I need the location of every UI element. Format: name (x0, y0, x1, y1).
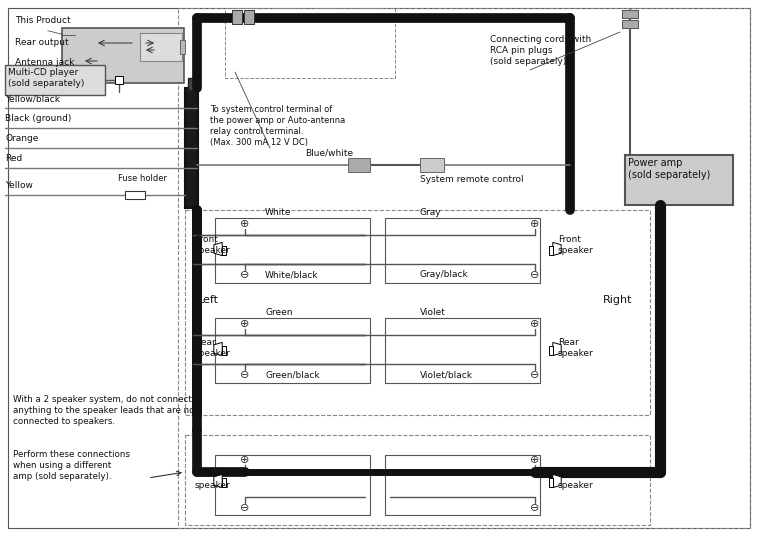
Bar (622, 10, 638, 18)
Bar (5, 65, 105, 95)
Bar (549, 247, 553, 255)
Polygon shape (214, 474, 222, 488)
Bar (222, 346, 227, 355)
Bar (420, 158, 444, 172)
Text: Front
speaker: Front speaker (195, 235, 230, 255)
Text: Front
speaker: Front speaker (558, 235, 594, 255)
Text: ⊕: ⊕ (531, 455, 540, 465)
Text: Black (ground): Black (ground) (5, 114, 71, 123)
Polygon shape (553, 474, 561, 488)
Text: Power amp
(sold separately): Power amp (sold separately) (628, 158, 710, 181)
Polygon shape (553, 343, 561, 355)
Text: Rear
speaker: Rear speaker (558, 470, 594, 490)
Bar (140, 33, 182, 61)
Text: White/black: White/black (265, 270, 318, 279)
Text: Left: Left (198, 295, 219, 305)
Text: ⊖: ⊖ (531, 370, 540, 380)
Text: Antenna jack: Antenna jack (15, 58, 74, 67)
Bar (215, 455, 370, 515)
Text: With a 2 speaker system, do not connect
anything to the speaker leads that are n: With a 2 speaker system, do not connect … (13, 395, 198, 426)
Text: Green/black: Green/black (265, 370, 320, 379)
Text: ⊖: ⊖ (531, 270, 540, 280)
Bar (178, 8, 750, 528)
Bar (549, 479, 553, 487)
Text: Connecting cords with
RCA pin plugs
(sold separately): Connecting cords with RCA pin plugs (sol… (490, 35, 591, 66)
Polygon shape (214, 242, 222, 256)
Text: Violet: Violet (420, 308, 446, 317)
Text: ⊖: ⊖ (531, 503, 540, 513)
Text: Multi-CD player
(sold separately): Multi-CD player (sold separately) (8, 68, 84, 88)
Bar (385, 318, 540, 383)
Text: Yellow/black: Yellow/black (5, 94, 60, 103)
Bar (62, 28, 184, 83)
Bar (185, 210, 650, 415)
Bar (180, 40, 185, 54)
Text: Right: Right (603, 295, 632, 305)
Text: ⊖: ⊖ (240, 270, 249, 280)
Text: Fuse holder: Fuse holder (118, 174, 167, 183)
Bar (125, 191, 145, 199)
Text: ⊕: ⊕ (240, 219, 249, 229)
Text: ⊕: ⊕ (240, 455, 249, 465)
Text: Violet/black: Violet/black (420, 370, 473, 379)
Text: Gray: Gray (420, 208, 442, 217)
Polygon shape (553, 242, 561, 256)
Bar (244, 10, 254, 24)
Text: Gray/black: Gray/black (420, 270, 468, 279)
Bar (385, 218, 540, 283)
Text: Rear
speaker: Rear speaker (558, 338, 594, 358)
Bar (185, 435, 650, 525)
Text: ⊕: ⊕ (240, 319, 249, 329)
Text: Orange: Orange (5, 134, 39, 143)
Text: Yellow: Yellow (5, 181, 33, 190)
Text: Rear output: Rear output (15, 38, 69, 47)
Polygon shape (214, 343, 222, 355)
Text: Blue/white: Blue/white (305, 149, 353, 158)
Text: Red: Red (5, 154, 22, 163)
Text: Perform these connections
when using a different
amp (sold separately).: Perform these connections when using a d… (13, 450, 130, 481)
Bar (232, 10, 242, 24)
Bar (348, 158, 370, 172)
Bar (215, 318, 370, 383)
Bar (625, 155, 733, 205)
Bar (188, 78, 196, 90)
Text: Rear
speaker: Rear speaker (195, 470, 230, 490)
Text: ⊕: ⊕ (531, 319, 540, 329)
Text: ⊖: ⊖ (240, 503, 249, 513)
Text: ⊕: ⊕ (531, 219, 540, 229)
Bar (549, 346, 553, 355)
Bar (222, 247, 227, 255)
Bar (385, 455, 540, 515)
Bar (115, 76, 123, 84)
Text: System remote control: System remote control (420, 175, 524, 184)
Text: This Product: This Product (15, 16, 70, 25)
Bar (222, 479, 227, 487)
Bar (215, 218, 370, 283)
Bar (225, 8, 395, 78)
Bar (185, 88, 198, 208)
Bar (622, 20, 638, 28)
Text: ⊖: ⊖ (240, 370, 249, 380)
Text: Green: Green (265, 308, 293, 317)
Text: White: White (265, 208, 292, 217)
Text: To system control terminal of
the power amp or Auto-antenna
relay control termin: To system control terminal of the power … (210, 105, 345, 147)
Text: Rear
speaker: Rear speaker (195, 338, 230, 358)
